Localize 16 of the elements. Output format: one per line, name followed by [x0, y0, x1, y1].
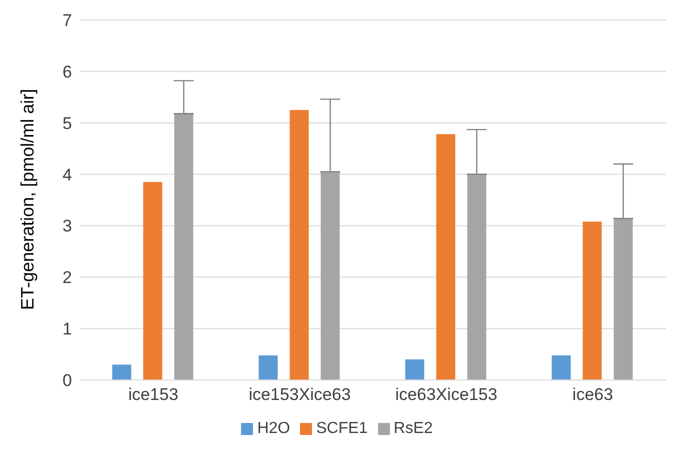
y-tick-label: 1 [62, 320, 72, 339]
y-tick-label: 2 [62, 268, 72, 288]
y-tick-label: 7 [62, 11, 72, 30]
y-axis-title: ET-generation, [pmol/ml air] [17, 88, 38, 310]
x-tick-label: ice63Xice153 [395, 385, 498, 404]
x-tick-label: ice63 [572, 385, 614, 404]
x-tick-label: ice153Xice63 [248, 385, 351, 404]
y-tick-label: 4 [62, 165, 72, 184]
y-tick-label: 5 [62, 114, 72, 133]
legend-label: RsE2 [394, 420, 433, 437]
y-tick-label: 6 [62, 62, 72, 82]
y-tick-label: 0 [62, 371, 72, 390]
legend-label: SCFE1 [316, 420, 368, 437]
legend-label: H2O [257, 420, 290, 437]
y-tick-label: 3 [62, 216, 72, 236]
x-tick-label: ice153 [128, 385, 178, 404]
